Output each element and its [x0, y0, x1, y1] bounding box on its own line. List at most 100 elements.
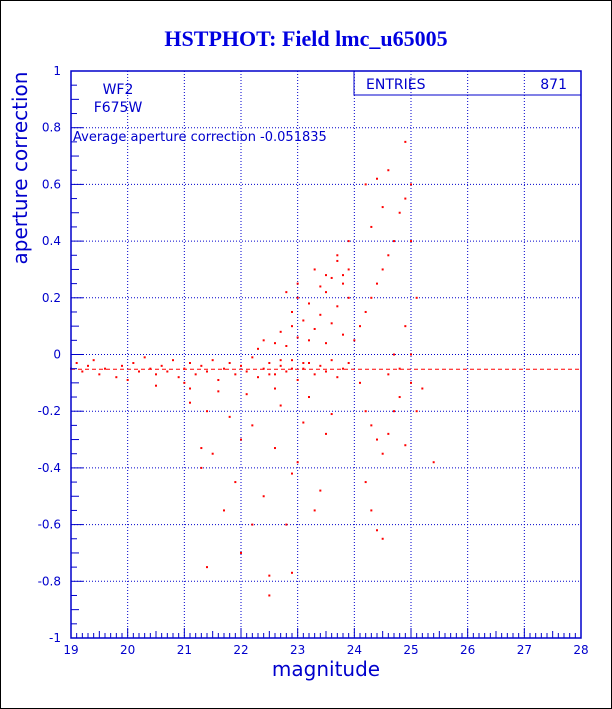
data-point: [228, 415, 231, 418]
data-point: [285, 523, 288, 526]
data-point: [262, 339, 265, 342]
data-point: [302, 362, 305, 365]
data-point: [415, 410, 418, 413]
x-tick-label: 20: [120, 643, 135, 657]
data-point: [166, 370, 169, 373]
data-point: [234, 481, 237, 484]
y-tick-label: 1: [53, 64, 61, 78]
y-tick-label: 0: [53, 348, 61, 362]
data-point: [268, 574, 271, 577]
data-point: [274, 447, 276, 450]
data-point: [291, 367, 293, 370]
data-point: [251, 523, 254, 526]
data-point: [410, 353, 412, 356]
data-point: [268, 594, 271, 597]
data-point: [364, 410, 367, 413]
data-point: [296, 379, 299, 382]
data-point: [155, 373, 157, 376]
data-point: [138, 370, 140, 373]
data-point: [257, 376, 259, 379]
data-point: [291, 359, 293, 362]
y-tick-label: -1: [49, 631, 61, 645]
data-point: [370, 225, 373, 228]
data-point: [308, 396, 310, 399]
data-point: [370, 509, 373, 512]
x-tick-label: 25: [403, 643, 418, 657]
data-point: [364, 310, 367, 313]
data-point: [415, 296, 418, 299]
data-point: [211, 452, 214, 455]
data-point: [240, 364, 242, 367]
x-axis-label: magnitude: [272, 657, 380, 681]
data-point: [87, 364, 89, 367]
data-point: [126, 379, 129, 382]
data-point: [387, 373, 390, 376]
average-correction-label: Average aperture correction -0.051835: [73, 130, 327, 145]
data-point: [200, 364, 203, 367]
data-point: [189, 401, 191, 404]
x-tick-label: 26: [460, 643, 475, 657]
data-point: [200, 447, 203, 450]
data-point: [302, 319, 305, 322]
data-point: [387, 254, 390, 257]
data-point: [387, 169, 390, 172]
data-point: [268, 373, 271, 376]
data-point: [183, 381, 186, 384]
chart-title: HSTPHOT: Field lmc_u65005: [164, 26, 447, 51]
y-tick-label: -0.2: [38, 404, 61, 418]
data-point: [404, 444, 407, 447]
data-point: [228, 362, 231, 365]
data-point: [285, 370, 288, 373]
data-point: [319, 285, 322, 288]
data-point: [223, 509, 225, 512]
filter-label: F675W: [94, 100, 143, 116]
x-tick-label: 27: [517, 643, 532, 657]
data-point: [398, 396, 401, 399]
data-point: [143, 356, 146, 359]
data-point: [336, 305, 339, 308]
y-tick-labels: -1 -0.8 -0.6 -0.4 -0.2 0 0.2 0.4 0.6 0.8 1: [38, 64, 61, 645]
axis-ticks: [70, 70, 582, 639]
data-point: [325, 342, 327, 345]
data-point: [336, 259, 339, 262]
entries-label: ENTRIES: [366, 77, 426, 93]
data-point: [257, 347, 259, 350]
data-point: [279, 359, 282, 362]
data-point: [302, 367, 305, 370]
data-point: [325, 291, 327, 294]
data-point: [364, 481, 367, 484]
data-point: [81, 370, 84, 373]
entries-box: [353, 70, 582, 96]
data-point: [376, 282, 378, 285]
data-point: [285, 291, 288, 294]
data-point: [342, 282, 344, 285]
data-point: [432, 461, 435, 464]
data-point: [240, 551, 242, 554]
data-point: [319, 364, 322, 367]
data-point: [381, 268, 384, 271]
data-point: [376, 529, 378, 532]
x-tick-label: 21: [177, 643, 192, 657]
x-tick-labels: 19 20 21 22 23 24 25 26 27 28: [63, 643, 588, 657]
data-point: [240, 438, 242, 441]
data-point: [381, 206, 384, 209]
data-point: [330, 322, 333, 325]
data-point: [155, 384, 157, 387]
data-point: [189, 387, 191, 390]
data-point: [279, 404, 282, 407]
data-point: [359, 325, 361, 328]
data-point: [410, 381, 412, 384]
data-point: [251, 356, 254, 359]
data-point: [342, 333, 344, 336]
data-point: [291, 310, 293, 313]
data-point: [404, 325, 407, 328]
data-point: [381, 537, 384, 540]
data-point: [376, 177, 378, 180]
x-tick-label: 23: [290, 643, 305, 657]
data-point: [274, 373, 276, 376]
data-point: [206, 370, 208, 373]
data-point: [359, 381, 361, 384]
data-point: [245, 370, 248, 373]
data-point: [325, 432, 327, 435]
data-point: [421, 387, 424, 390]
